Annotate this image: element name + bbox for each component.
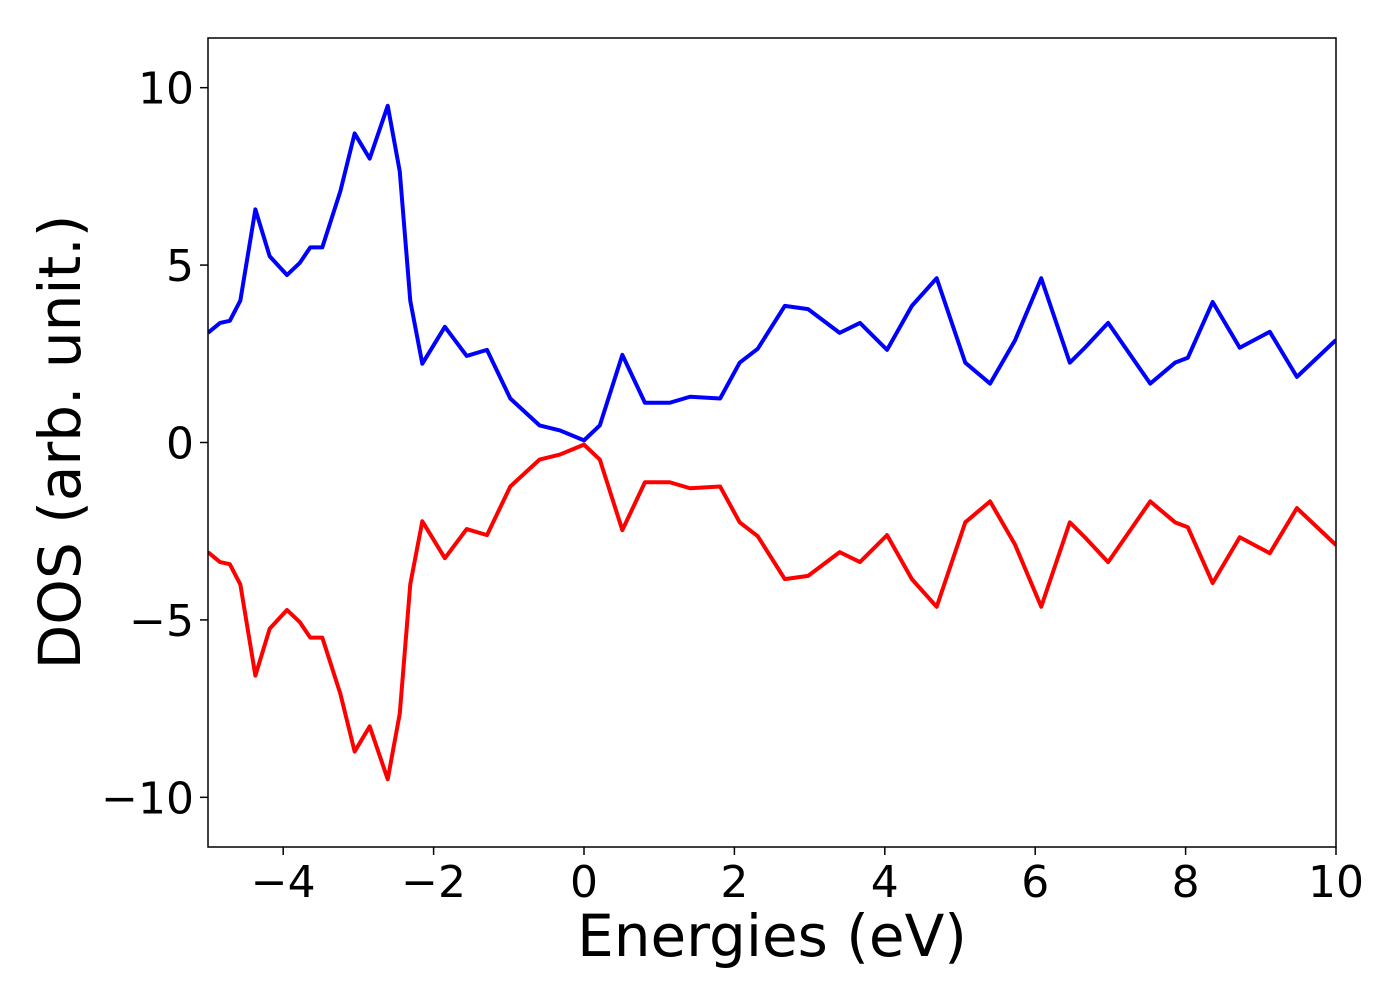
- y-tick-label: 5: [166, 241, 194, 292]
- y-tick-label: 10: [138, 64, 194, 115]
- y-axis-label: DOS (arb. unit.): [26, 215, 94, 670]
- y-tick-label: −5: [129, 596, 194, 647]
- x-tick-label: −2: [401, 857, 466, 908]
- x-tick-label: 4: [871, 857, 899, 908]
- series-line: [208, 103, 1336, 443]
- x-tick-label: 2: [720, 857, 748, 908]
- x-tick-label: 10: [1308, 857, 1364, 908]
- x-tick-label: −4: [251, 857, 316, 908]
- x-tick-label: 6: [1021, 857, 1049, 908]
- plot-frame: [207, 37, 1337, 848]
- x-tick-label: 0: [570, 857, 598, 908]
- y-tick-label: −10: [101, 773, 194, 824]
- y-tick-label: 0: [166, 419, 194, 470]
- series-line: [208, 442, 1336, 782]
- x-tick-label: 8: [1172, 857, 1200, 908]
- x-axis-label: Energies (eV): [577, 902, 967, 970]
